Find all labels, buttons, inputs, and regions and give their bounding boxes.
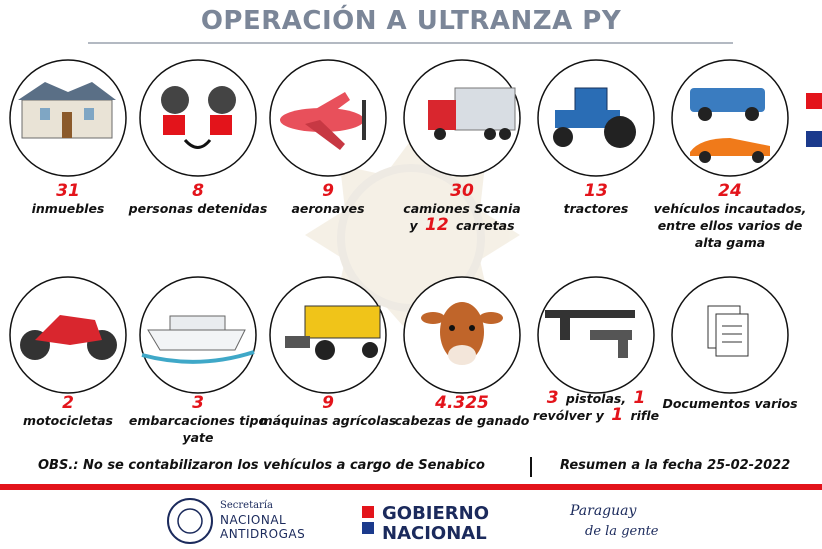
item-caption: 9 máquinas agrícolas [243, 395, 413, 429]
label: cabezas de ganado [394, 413, 530, 428]
caption-line: motocicletas [0, 412, 153, 429]
item-caption: 3 embarcaciones tipo yate [113, 395, 283, 446]
count: 24 [718, 181, 742, 201]
caption-line: inmuebles [0, 200, 153, 217]
label: y [409, 218, 418, 233]
item-caption: 3 pistolas, 1 revólver y 1 rifle [511, 390, 681, 424]
caption-line: vehículos incautados, entre ellos varios… [645, 200, 815, 251]
caption-line: máquinas agrícolas [243, 412, 413, 429]
caption-line: 9 [243, 395, 413, 412]
count: 4.325 [435, 393, 489, 413]
label: vehículos incautados, entre ellos varios… [653, 201, 807, 250]
count: 30 [450, 181, 474, 201]
seal [167, 498, 213, 544]
seal-inner [177, 508, 203, 534]
caption-line: Documentos varios [645, 395, 815, 412]
senad-line: ANTIDROGAS [220, 527, 306, 541]
caption-line: 8 [113, 183, 283, 200]
caption-line: 3 pistolas, 1 [511, 390, 681, 407]
caption-line: 30 [377, 183, 547, 200]
caption-line: revólver y 1 rifle [511, 407, 681, 424]
caption-line: personas detenidas [113, 200, 283, 217]
count: 9 [322, 181, 334, 201]
footer-band [0, 484, 822, 490]
icon-yacht [141, 315, 255, 364]
label: Documentos varios [662, 396, 798, 411]
label: máquinas agrícolas [259, 413, 397, 428]
label: inmuebles [31, 201, 105, 216]
icon-handcuffs [161, 86, 236, 149]
gov-line: GOBIERNO [382, 503, 490, 524]
caption-line: embarcaciones tipo yate [113, 412, 283, 446]
caption-line: 4.325 [377, 395, 547, 412]
icon-tractor [553, 87, 636, 148]
caption-line: camiones Scania [377, 200, 547, 217]
item-caption: 4.325 cabezas de ganado [377, 395, 547, 429]
gov-line: NACIONAL [382, 523, 487, 544]
label: tractores [563, 201, 629, 216]
item-caption: 30 camiones Scania y 12 carretas [377, 183, 547, 234]
footer-date: Resumen a la fecha 25-02-2022 [560, 458, 791, 473]
paraguay-line: de la gente [585, 524, 659, 539]
item-caption: 8 personas detenidas [113, 183, 283, 217]
icon-guns [545, 310, 635, 358]
label: embarcaciones tipo yate [128, 413, 268, 445]
caption-line: cabezas de ganado [377, 412, 547, 429]
caption-line: tractores [511, 200, 681, 217]
label: rifle [630, 408, 660, 423]
count: 2 [62, 393, 74, 413]
count: 1 [611, 405, 624, 425]
label: aeronaves [291, 201, 365, 216]
caption-line: 9 [243, 183, 413, 200]
gov-red [362, 506, 374, 518]
count: 8 [192, 181, 204, 201]
item-caption: 2 motocicletas [0, 395, 153, 429]
count: 13 [584, 181, 608, 201]
caption-line: 2 [0, 395, 153, 412]
label: pistolas, [565, 391, 627, 406]
label: carretas [456, 218, 515, 233]
icon-harvester [285, 305, 381, 360]
count: 3 [546, 388, 559, 408]
label: motocicletas [23, 413, 113, 428]
label: camiones Scania [403, 201, 521, 216]
flag-red [806, 93, 822, 109]
label: personas detenidas [128, 201, 268, 216]
item-caption: Documentos varios [645, 395, 815, 412]
icon-cow [421, 302, 503, 365]
senad-line: Secretaría [220, 500, 273, 511]
icon-cars [690, 88, 770, 163]
paraguay-line: Paraguay [570, 503, 637, 519]
count: 12 [424, 215, 449, 235]
count: 1 [633, 388, 646, 408]
caption-line: 13 [511, 183, 681, 200]
label: revólver y [532, 408, 604, 423]
item-caption: 13 tractores [511, 183, 681, 217]
count: 3 [192, 393, 204, 413]
caption-line: 31 [0, 183, 153, 200]
caption-line: 3 [113, 395, 283, 412]
title: OPERACIÓN A ULTRANZA PY [200, 6, 622, 36]
icon-motorcycle [20, 315, 117, 360]
caption-line: y 12 carretas [377, 217, 547, 234]
icon-plane [280, 92, 366, 150]
caption-line: aeronaves [243, 200, 413, 217]
flag-blue [806, 131, 822, 147]
icon-documents [707, 305, 749, 357]
caption-line: 24 [645, 183, 815, 200]
item-caption: 31 inmuebles [0, 183, 153, 217]
count: 31 [56, 181, 80, 201]
icon-truck [428, 87, 516, 140]
footer-note: OBS.: No se contabilizaron los vehículos… [38, 458, 485, 473]
icon-house [18, 82, 116, 139]
item-caption: 24 vehículos incautados, entre ellos vari… [645, 183, 815, 251]
count: 9 [322, 393, 334, 413]
item-caption: 9 aeronaves [243, 183, 413, 217]
gov-blue [362, 522, 374, 534]
senad-line: NACIONAL [220, 513, 287, 527]
